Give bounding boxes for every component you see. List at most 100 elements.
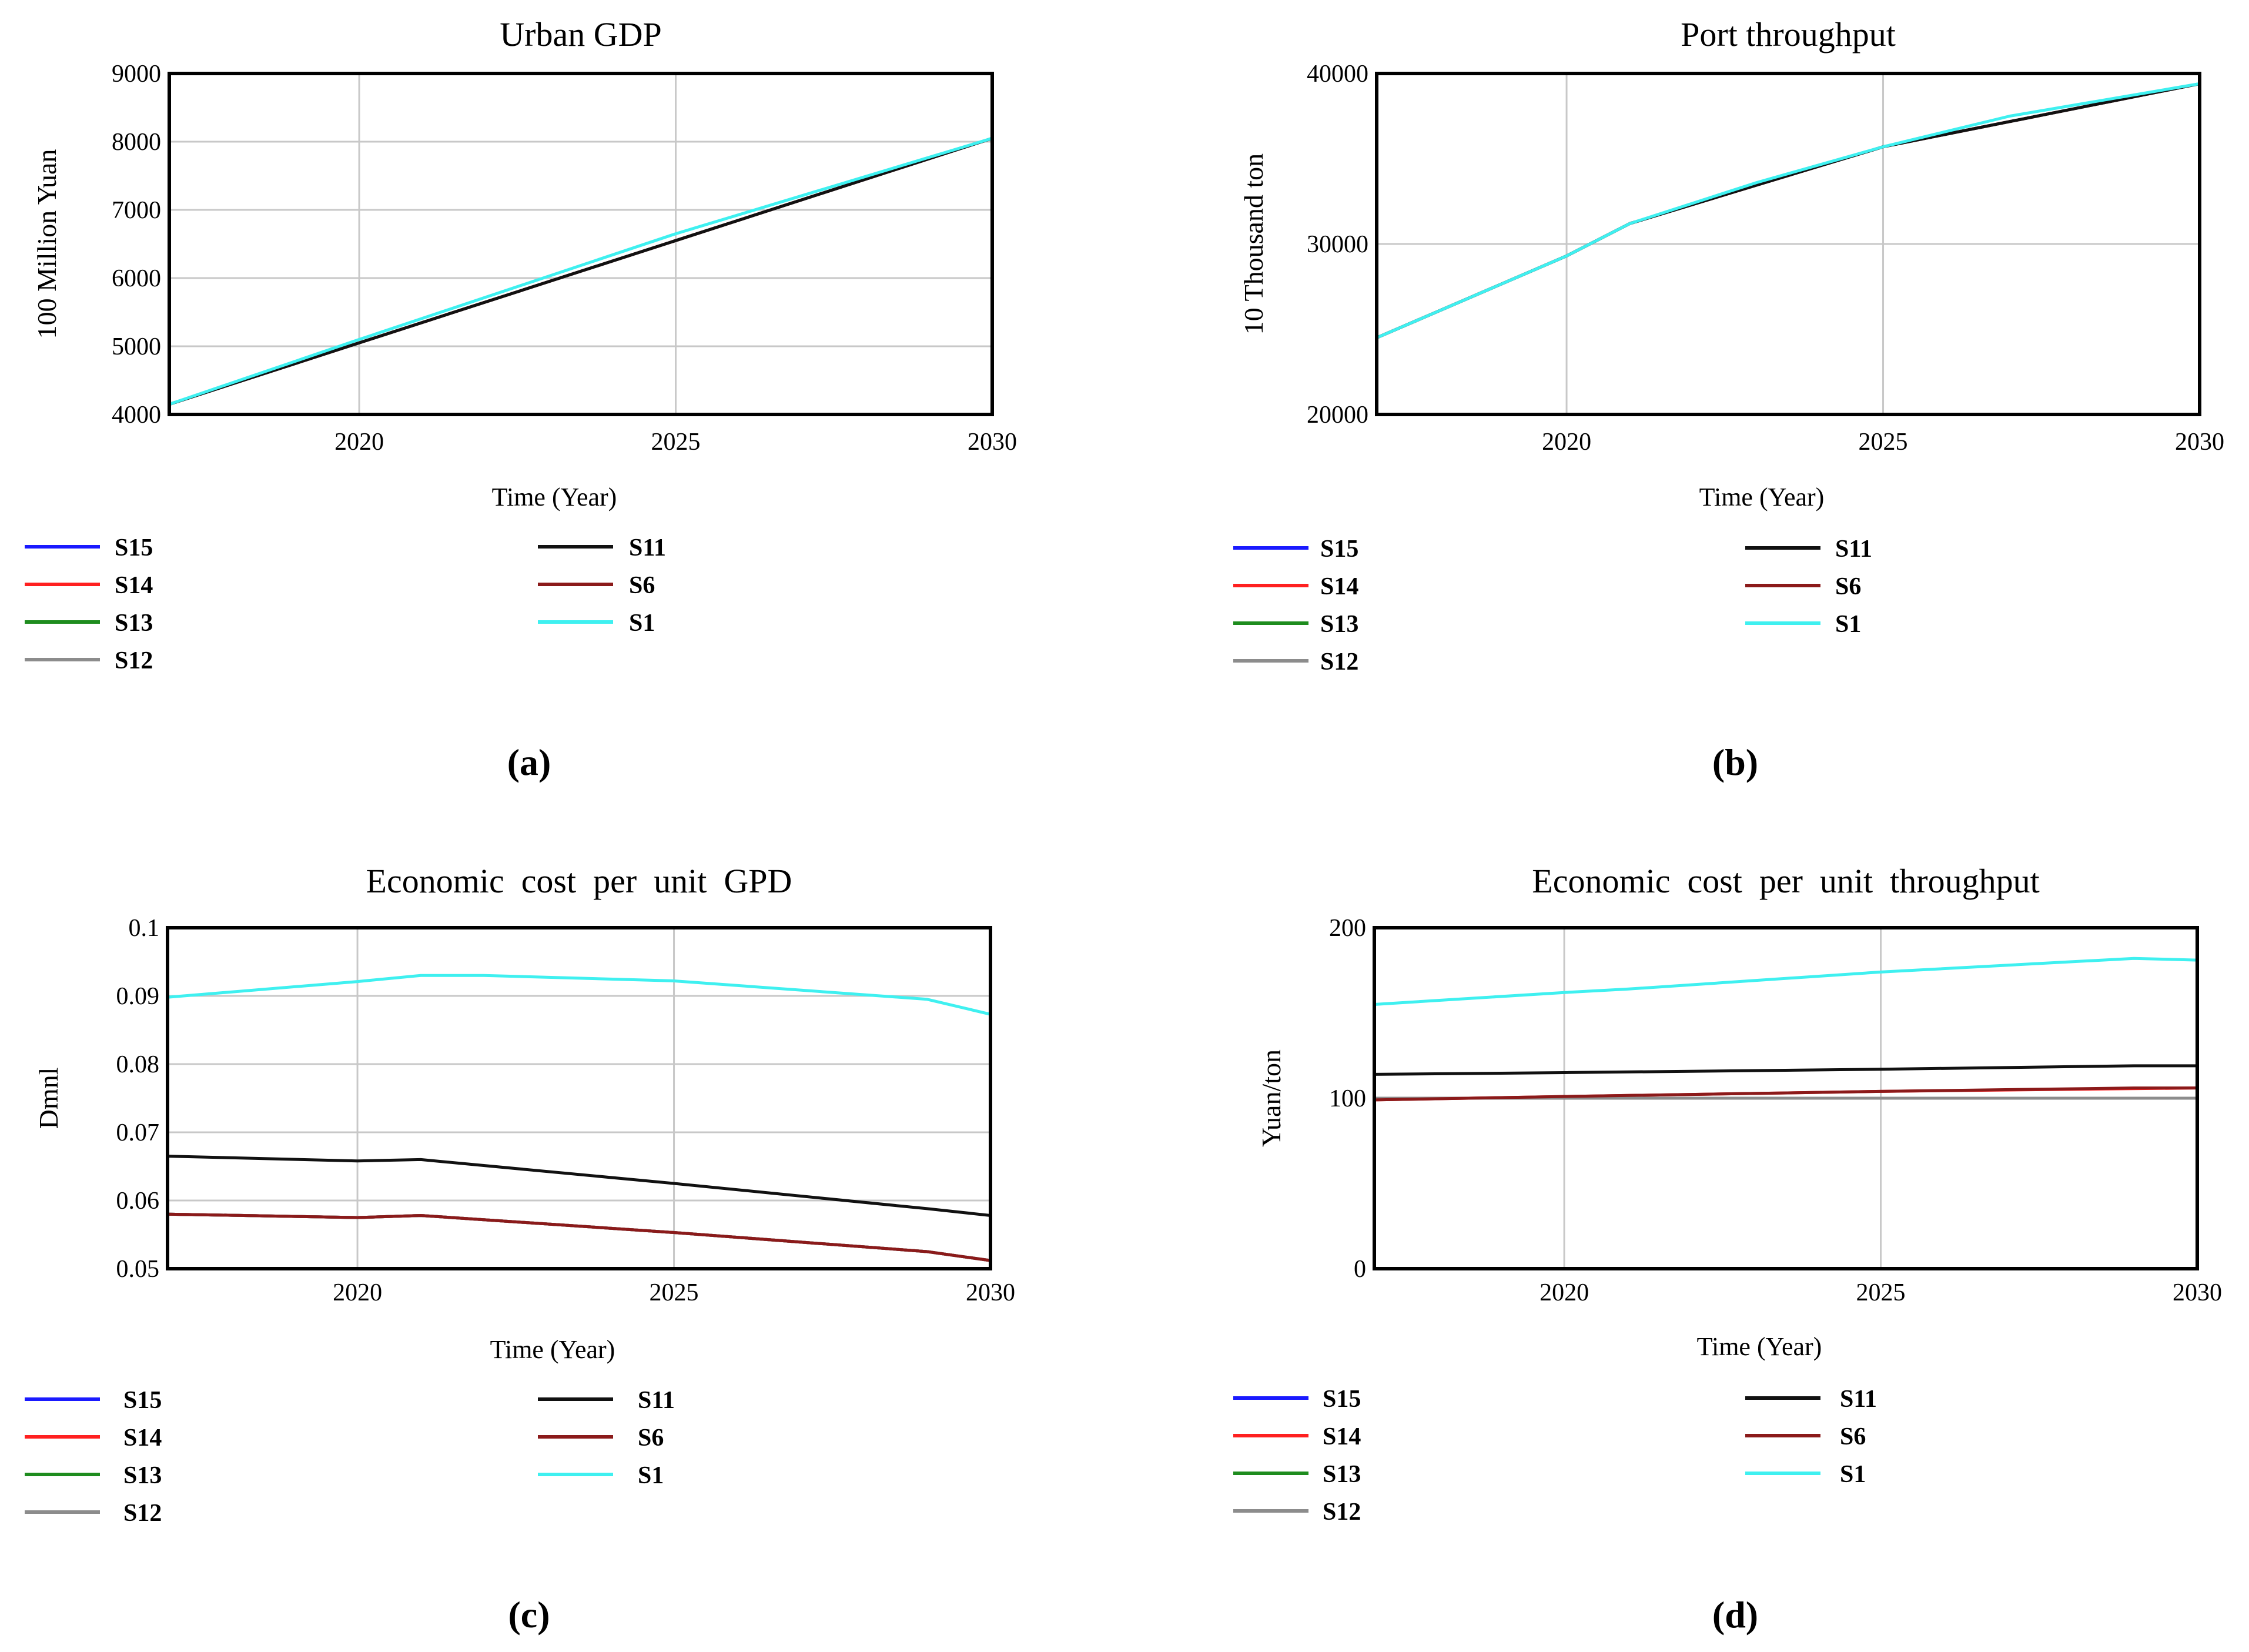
x-axis-label: Time (Year) xyxy=(1699,483,1825,511)
legend-label-s14: S14 xyxy=(1323,1423,1361,1450)
series-line-s12 xyxy=(167,1212,991,1262)
chart-panel-b: 20000 30000 40000 2020 2025 2030 Port throughp… xyxy=(1233,15,2224,783)
y-tick-label: 40000 xyxy=(1307,61,1368,88)
y-tick-label: 7000 xyxy=(112,197,161,224)
chart-title: Port throughput xyxy=(1681,15,1896,53)
legend-label-s13: S13 xyxy=(123,1462,162,1489)
y-tick-label: 0.07 xyxy=(116,1119,160,1146)
legend-label-s11: S11 xyxy=(1840,1386,1877,1413)
x-axis-label: Time (Year) xyxy=(492,483,617,511)
series-line-s1 xyxy=(1374,957,2198,1006)
plot-frame xyxy=(166,926,992,1270)
series-line-s1 xyxy=(167,974,991,1016)
y-axis-label: 10 Thousand ton xyxy=(1239,153,1269,335)
x-tick-label: 2025 xyxy=(650,1279,699,1306)
series-line-s13 xyxy=(167,1212,991,1262)
x-tick-label: 2025 xyxy=(1859,429,1908,456)
legend-label-s15: S15 xyxy=(1320,536,1358,563)
series-line-s13 xyxy=(1376,82,2200,339)
plot-frame xyxy=(1373,926,2199,1270)
series-line-s11 xyxy=(1374,1064,2197,1076)
legend-label-s15: S15 xyxy=(1323,1386,1361,1413)
panel-caption: (d) xyxy=(1712,1594,1758,1636)
legend-label-s1: S1 xyxy=(1835,611,1861,638)
series-line-s15 xyxy=(167,1212,991,1262)
legend-label-s13: S13 xyxy=(1323,1461,1361,1488)
y-tick-label: 0.06 xyxy=(116,1188,160,1215)
chart-title: Urban GDP xyxy=(500,15,661,53)
panel-caption: (c) xyxy=(508,1594,550,1636)
y-axis-label: 100 Million Yuan xyxy=(32,149,62,339)
x-tick-label: 2020 xyxy=(333,1279,382,1306)
legend-label-s12: S12 xyxy=(115,647,153,674)
chart-title: Economic cost per unit GPD xyxy=(366,862,792,900)
chart-panel-d: 0 100 200 2020 2025 2030 Economic cost per uni… xyxy=(1233,862,2222,1636)
legend-label-s14: S14 xyxy=(1320,573,1358,600)
y-tick-label: 0.09 xyxy=(116,983,160,1010)
series-line-s11 xyxy=(169,136,993,406)
y-tick-label: 4000 xyxy=(112,402,161,429)
legend-label-s14: S14 xyxy=(123,1424,162,1452)
legend-label-s6: S6 xyxy=(1835,573,1861,600)
series-line-s6 xyxy=(1374,1086,2197,1102)
series-line-s6 xyxy=(167,1212,991,1262)
x-tick-label: 2030 xyxy=(2173,1279,2222,1306)
legend-label-s15: S15 xyxy=(115,534,153,561)
legend-label-s6: S6 xyxy=(638,1424,664,1452)
legend-label-s12: S12 xyxy=(1323,1499,1361,1526)
y-tick-label: 0 xyxy=(1354,1256,1366,1283)
x-tick-label: 2030 xyxy=(2175,429,2224,456)
y-tick-label: 30000 xyxy=(1307,231,1368,258)
x-tick-label: 2020 xyxy=(334,429,384,456)
series-line-s11 xyxy=(1376,82,2200,339)
series-line-s6 xyxy=(1376,82,2200,339)
x-tick-label: 2020 xyxy=(1542,429,1591,456)
chart-panel-c: 0.05 0.06 0.07 0.08 0.09 0.1 2020 2025 2030 Econo… xyxy=(25,862,1015,1636)
x-tick-label: 2025 xyxy=(1856,1279,1906,1306)
chart-panel-a: 4000 5000 6000 7000 8000 9000 2020 2025 2030 Urba… xyxy=(25,15,1017,783)
legend-label-s11: S11 xyxy=(1835,536,1872,563)
legend-label-s12: S12 xyxy=(1320,648,1358,675)
x-tick-label: 2030 xyxy=(968,429,1017,456)
y-tick-label: 6000 xyxy=(112,265,161,292)
y-tick-label: 200 xyxy=(1329,915,1366,942)
x-axis-label: Time (Year) xyxy=(490,1335,615,1364)
legend-label-s11: S11 xyxy=(638,1387,675,1414)
legend-label-s15: S15 xyxy=(123,1387,162,1414)
x-tick-label: 2020 xyxy=(1540,1279,1589,1306)
series-line-s11 xyxy=(167,1155,991,1217)
plot-frame xyxy=(1375,72,2201,416)
series-line-s14 xyxy=(167,1212,991,1262)
x-tick-label: 2030 xyxy=(966,1279,1015,1306)
series-line-s1 xyxy=(1376,82,2200,339)
legend-label-s6: S6 xyxy=(629,572,655,599)
legend-label-s13: S13 xyxy=(115,610,153,637)
legend-label-s13: S13 xyxy=(1320,611,1358,638)
series-line-s12 xyxy=(1376,82,2200,339)
series-line-s15 xyxy=(1376,82,2200,339)
y-axis-label: Yuan/ton xyxy=(1256,1049,1286,1147)
y-tick-label: 0.1 xyxy=(129,915,160,942)
legend-label-s1: S1 xyxy=(1840,1461,1866,1488)
y-axis-label: Dmnl xyxy=(34,1068,63,1129)
legend-label-s1: S1 xyxy=(638,1462,664,1489)
y-tick-label: 0.05 xyxy=(116,1256,160,1283)
y-tick-label: 5000 xyxy=(112,333,161,360)
y-tick-label: 20000 xyxy=(1307,402,1368,429)
panel-caption: (a) xyxy=(507,741,551,783)
x-tick-label: 2025 xyxy=(651,429,701,456)
y-tick-label: 8000 xyxy=(112,129,161,156)
legend-label-s6: S6 xyxy=(1840,1423,1866,1450)
y-tick-label: 9000 xyxy=(112,61,161,88)
chart-title: Economic cost per unit throughput xyxy=(1532,862,2039,900)
y-tick-label: 100 xyxy=(1329,1085,1366,1112)
series-line-s14 xyxy=(1376,82,2200,339)
y-tick-label: 0.08 xyxy=(116,1051,160,1078)
x-axis-label: Time (Year) xyxy=(1697,1332,1822,1361)
series-line-s1 xyxy=(169,136,993,406)
plot-frame xyxy=(168,72,994,416)
legend-label-s12: S12 xyxy=(123,1500,162,1527)
legend-label-s1: S1 xyxy=(629,610,655,637)
legend-label-s11: S11 xyxy=(629,534,666,561)
